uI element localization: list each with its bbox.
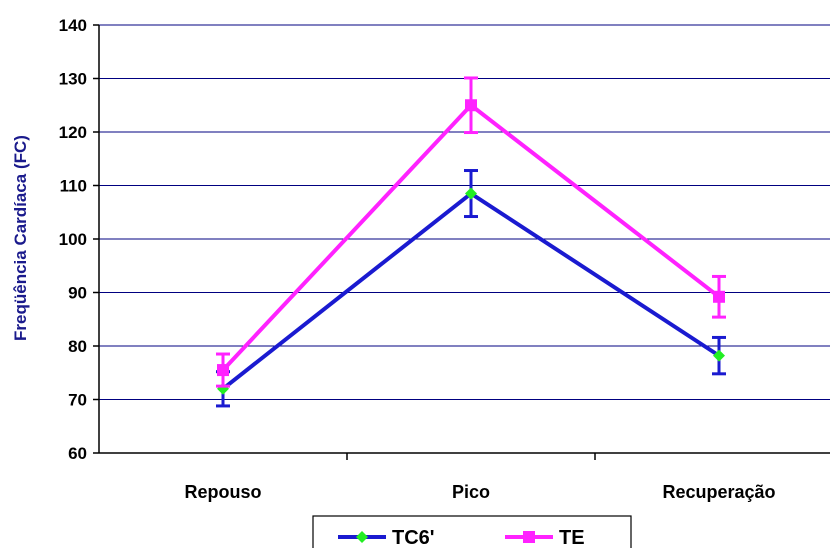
data-point <box>465 187 477 200</box>
y-tick-label: 90 <box>68 284 87 303</box>
y-tick-label: 60 <box>68 444 87 463</box>
series-1 <box>216 76 726 388</box>
x-category-labels: Repouso Pico Recuperação <box>184 482 775 502</box>
y-tick-label: 130 <box>59 70 87 89</box>
y-tick-label: 70 <box>68 391 87 410</box>
x-category-label: Recuperação <box>662 482 775 502</box>
legend-swatch-marker <box>523 531 535 543</box>
y-tick-label: 140 <box>59 16 87 35</box>
data-point <box>217 364 229 377</box>
series <box>216 76 726 408</box>
data-point <box>465 99 477 112</box>
legend: TC6' TE <box>312 515 632 548</box>
data-point <box>713 290 725 303</box>
legend-label: TC6' <box>392 527 435 548</box>
y-tick-label: 110 <box>60 177 87 196</box>
legend-swatch-marker <box>356 531 368 543</box>
axes <box>93 24 830 460</box>
legend-box <box>312 515 632 548</box>
y-tick-label: 80 <box>68 337 87 356</box>
y-axis-title: Freqüência Cardíaca (FC) <box>11 135 30 341</box>
legend-label: TE <box>559 527 585 548</box>
data-point <box>713 349 725 362</box>
y-tick-labels: 60 70 80 90 100 110 120 130 140 <box>59 16 87 463</box>
x-category-label: Repouso <box>184 482 261 502</box>
series-0 <box>216 169 726 408</box>
x-category-label: Pico <box>452 482 490 502</box>
y-tick-label: 100 <box>59 230 87 249</box>
y-tick-label: 120 <box>59 123 87 142</box>
